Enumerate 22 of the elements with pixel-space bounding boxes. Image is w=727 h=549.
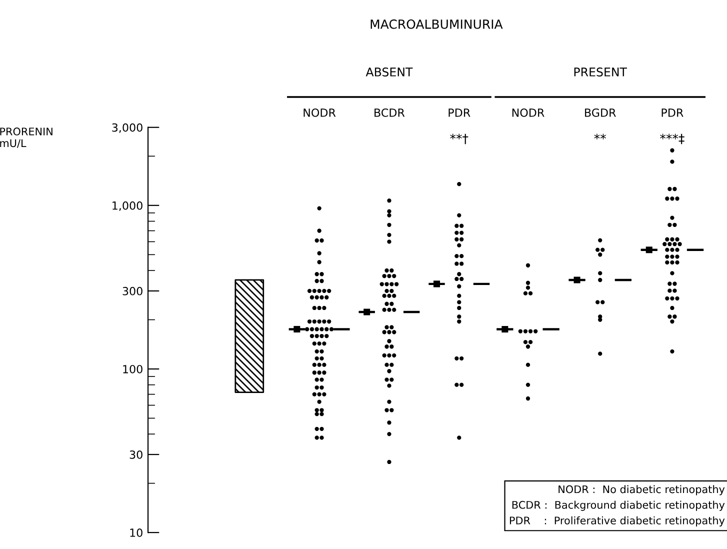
annotation: ***‡: [660, 134, 684, 144]
annotation: BCDR : Background diabetic retinopathy: [512, 500, 725, 511]
category-label: PDR: [662, 108, 684, 117]
y-tick-label: 10: [130, 528, 142, 537]
category-label: NODR: [304, 108, 336, 117]
y-tick-label: 30: [130, 450, 142, 459]
y-tick-label: 3,000: [112, 123, 142, 133]
chart-subtitle: ABSENT: [366, 68, 413, 76]
category-label: PDR: [448, 108, 470, 117]
category-label: NODR: [512, 108, 544, 117]
annotation: **†: [450, 134, 468, 144]
y-axis-title: PRORENIN mU/L: [0, 128, 52, 148]
y-tick-label: 300: [122, 286, 142, 296]
annotation: **: [594, 134, 606, 140]
annotation: NODR : No diabetic retinopathy: [558, 485, 725, 496]
category-label: BCDR: [374, 108, 405, 117]
y-tick-label: 1,000: [112, 201, 142, 211]
category-label: BGDR: [585, 108, 616, 117]
annotation: PDR : Proliferative diabetic retinopathy: [510, 516, 725, 526]
chart-subtitle: PRESENT: [574, 68, 628, 76]
chart-title: MACROALBUMINURIA: [370, 19, 503, 29]
y-tick-label: 100: [123, 364, 142, 374]
